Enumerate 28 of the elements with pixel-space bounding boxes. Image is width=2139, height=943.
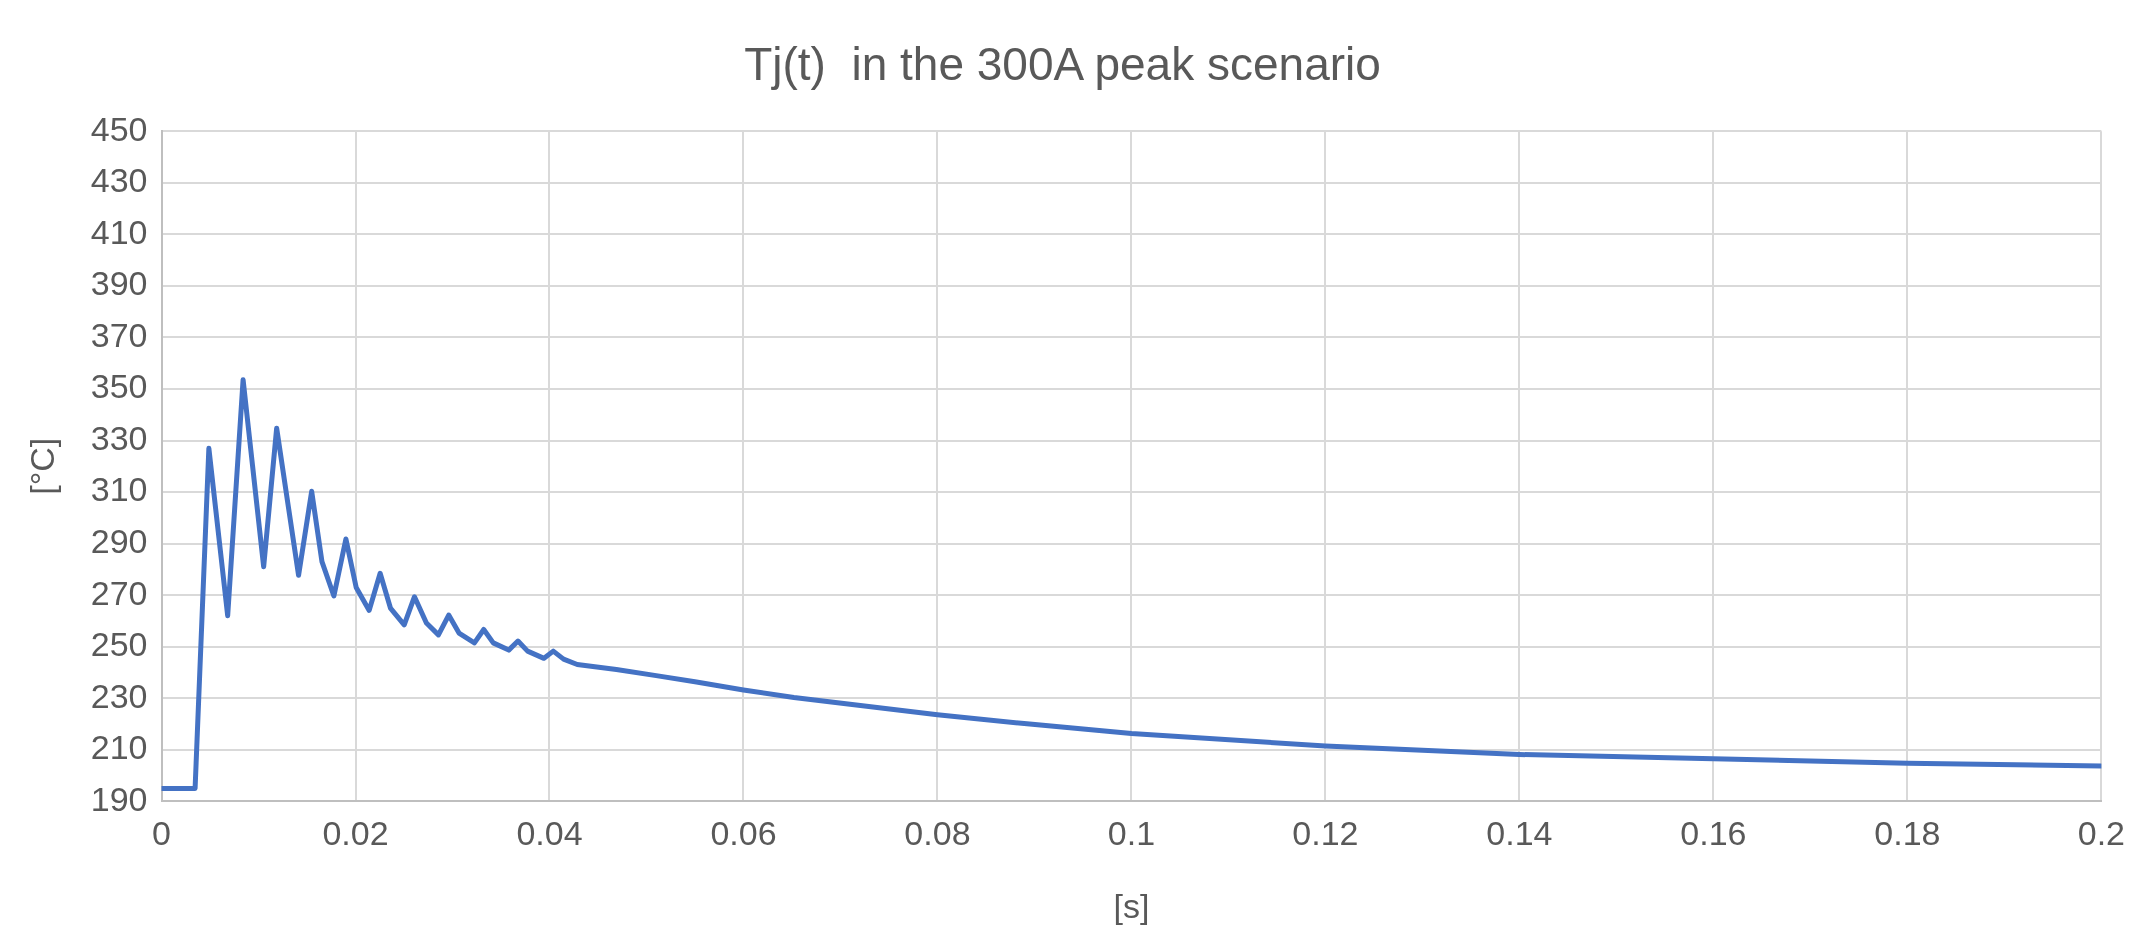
y-axis-title: [°C] — [22, 437, 61, 495]
y-tick-label: 210 — [90, 728, 148, 767]
x-tick-label: 0.02 — [322, 814, 389, 853]
chart-title: Tj(t) in the 300A peak scenario — [744, 38, 1381, 91]
x-tick-label: 0.06 — [710, 814, 777, 853]
x-tick-label: 0.04 — [516, 814, 583, 853]
x-tick-label: 0.2 — [2077, 814, 2125, 853]
y-tick-label: 270 — [90, 573, 148, 612]
y-tick-label: 310 — [90, 470, 148, 509]
x-tick-label: 0 — [152, 814, 171, 853]
x-tick-label: 0.08 — [904, 814, 971, 853]
x-axis-title: [s] — [1113, 886, 1150, 925]
y-tick-label: 330 — [90, 418, 148, 457]
x-tick-label: 0.18 — [1874, 814, 1941, 853]
y-tick-label: 290 — [90, 522, 148, 561]
x-tick-label: 0.14 — [1486, 814, 1553, 853]
y-tick-label: 410 — [90, 212, 148, 251]
y-tick-label: 370 — [90, 315, 148, 354]
x-tick-label: 0.16 — [1680, 814, 1747, 853]
x-tick-label: 0.1 — [1107, 814, 1156, 853]
y-tick-label: 430 — [90, 161, 148, 200]
y-tick-label: 390 — [90, 264, 148, 303]
y-tick-label: 250 — [90, 625, 148, 664]
y-tick-label: 190 — [90, 779, 148, 818]
y-tick-label: 350 — [90, 367, 148, 406]
x-tick-label: 0.12 — [1292, 814, 1359, 853]
y-tick-label: 230 — [90, 676, 148, 715]
y-tick-label: 450 — [90, 109, 148, 148]
